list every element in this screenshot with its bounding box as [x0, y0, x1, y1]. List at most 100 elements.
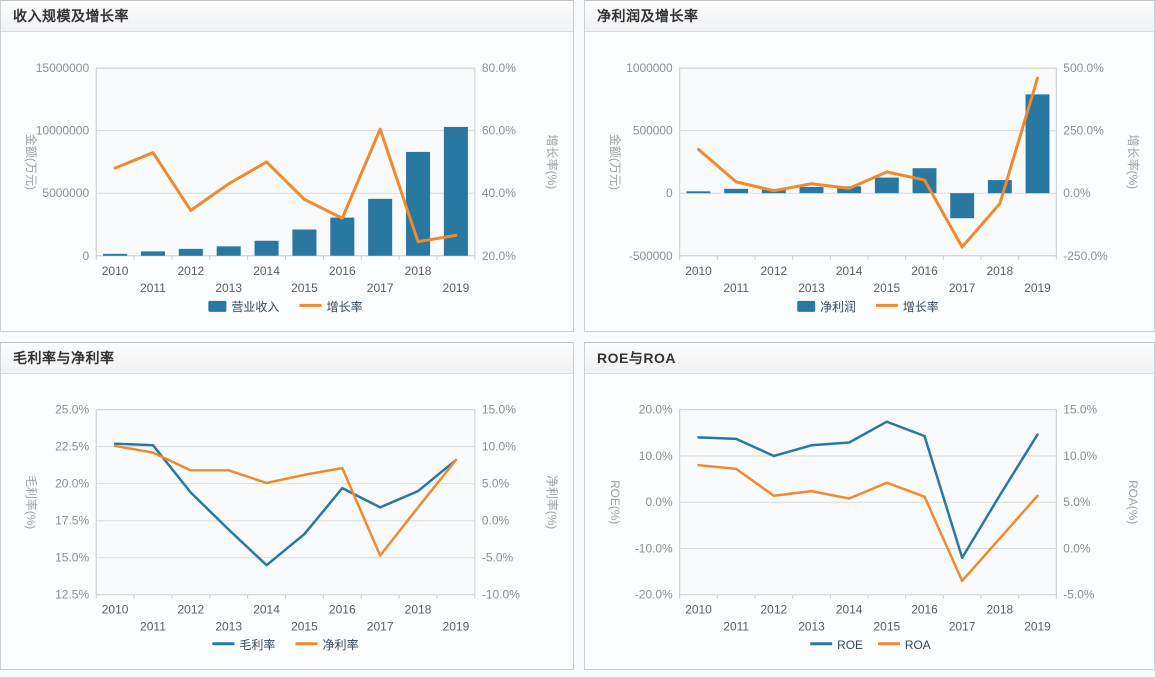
- svg-text:-5.0%: -5.0%: [482, 551, 514, 565]
- svg-text:毛利率(%): 毛利率(%): [24, 475, 39, 529]
- panel-body: 1000000 500000 0 -500000 500.0% 250.0% 0.0% -25…: [585, 32, 1154, 331]
- svg-text:2015: 2015: [291, 281, 318, 295]
- svg-text:20.0%: 20.0%: [639, 403, 673, 417]
- svg-text:250.0%: 250.0%: [1063, 124, 1104, 138]
- svg-text:5.0%: 5.0%: [482, 477, 510, 491]
- svg-text:0.0%: 0.0%: [645, 495, 673, 509]
- svg-text:ROA: ROA: [905, 638, 931, 652]
- svg-text:2013: 2013: [215, 619, 242, 633]
- svg-text:2010: 2010: [102, 603, 129, 617]
- svg-text:2014: 2014: [253, 603, 280, 617]
- svg-text:营业收入: 营业收入: [231, 300, 279, 314]
- panel-body: 25.0% 22.5% 20.0% 17.5% 15.0% 12.5% 15.0% 10.0%…: [1, 374, 573, 669]
- svg-text:5000000: 5000000: [42, 186, 89, 200]
- svg-text:-10.0%: -10.0%: [482, 588, 520, 602]
- svg-text:ROE(%): ROE(%): [608, 480, 622, 524]
- panel-header: 收入规模及增长率: [1, 1, 573, 32]
- svg-text:15.0%: 15.0%: [1063, 403, 1097, 417]
- svg-text:金额(万元): 金额(万元): [24, 134, 39, 190]
- svg-text:2017: 2017: [367, 619, 394, 633]
- svg-text:-5.0%: -5.0%: [1063, 588, 1095, 602]
- svg-text:40.0%: 40.0%: [482, 186, 516, 200]
- svg-text:2017: 2017: [367, 281, 394, 295]
- svg-text:净利率(%): 净利率(%): [545, 475, 560, 529]
- svg-text:2015: 2015: [291, 619, 318, 633]
- svg-text:2012: 2012: [761, 603, 788, 617]
- svg-text:2011: 2011: [723, 281, 749, 295]
- svg-text:20.0%: 20.0%: [482, 249, 516, 263]
- svg-text:2015: 2015: [874, 619, 901, 633]
- svg-text:2019: 2019: [1024, 281, 1051, 295]
- netprofit-growth-chart: 1000000 500000 0 -500000 500.0% 250.0% 0.0% -25…: [608, 61, 1141, 314]
- svg-text:500.0%: 500.0%: [1063, 61, 1104, 75]
- panel-title-revenue-growth: 收入规模及增长率: [13, 8, 129, 24]
- svg-text:10.0%: 10.0%: [1063, 449, 1097, 463]
- panel-margin: 毛利率与净利率 25.0% 22.5% 20.0% 17.5% 15.0% 12.5% 15…: [0, 342, 574, 670]
- svg-text:60.0%: 60.0%: [482, 124, 516, 138]
- svg-text:2016: 2016: [329, 603, 356, 617]
- svg-text:0: 0: [82, 249, 89, 263]
- svg-text:2018: 2018: [987, 264, 1014, 278]
- svg-text:15.0%: 15.0%: [482, 403, 516, 417]
- svg-text:2019: 2019: [443, 281, 470, 295]
- svg-text:净利润: 净利润: [820, 300, 856, 314]
- panel-title-roe-roa: ROE与ROA: [597, 350, 676, 366]
- svg-text:2017: 2017: [949, 281, 976, 295]
- panel-roe-roa: ROE与ROA 20.0% 10.0% 0.0% -10.0% -20.0% 15.0% 1…: [584, 342, 1155, 670]
- svg-text:净利率: 净利率: [323, 637, 359, 652]
- panel-body: 15000000 10000000 5000000 0 80.0% 60.0% 40.0% 2…: [1, 32, 573, 331]
- svg-text:2010: 2010: [685, 264, 712, 278]
- revenue-growth-chart: 15000000 10000000 5000000 0 80.0% 60.0% 40.0% 2…: [24, 61, 560, 314]
- svg-text:毛利率: 毛利率: [239, 637, 275, 652]
- svg-text:80.0%: 80.0%: [482, 61, 516, 75]
- panel-header: 毛利率与净利率: [1, 343, 573, 374]
- svg-text:20.0%: 20.0%: [55, 477, 89, 491]
- svg-text:2013: 2013: [798, 281, 825, 295]
- margin-chart: 25.0% 22.5% 20.0% 17.5% 15.0% 12.5% 15.0% 10.0%…: [24, 403, 560, 653]
- svg-text:2019: 2019: [443, 619, 470, 633]
- svg-text:2011: 2011: [723, 619, 749, 633]
- svg-text:12.5%: 12.5%: [55, 588, 89, 602]
- svg-text:5.0%: 5.0%: [1063, 495, 1091, 509]
- svg-text:15000000: 15000000: [36, 61, 90, 75]
- svg-text:ROA(%): ROA(%): [1126, 480, 1140, 524]
- svg-text:10.0%: 10.0%: [482, 440, 516, 454]
- svg-text:2011: 2011: [140, 619, 166, 633]
- panel-body: 20.0% 10.0% 0.0% -10.0% -20.0% 15.0% 10.0% 5.0%…: [585, 374, 1154, 669]
- svg-text:2011: 2011: [140, 281, 166, 295]
- svg-text:0.0%: 0.0%: [482, 514, 510, 528]
- svg-text:增长率: 增长率: [327, 299, 363, 314]
- svg-text:2016: 2016: [911, 603, 938, 617]
- svg-text:2017: 2017: [949, 619, 976, 633]
- svg-text:2012: 2012: [177, 603, 204, 617]
- panel-header: ROE与ROA: [585, 343, 1154, 374]
- svg-text:2014: 2014: [836, 603, 863, 617]
- svg-text:2014: 2014: [836, 264, 863, 278]
- svg-text:2010: 2010: [102, 264, 129, 278]
- svg-text:2010: 2010: [685, 603, 712, 617]
- svg-text:2018: 2018: [405, 264, 432, 278]
- svg-text:10.0%: 10.0%: [639, 449, 673, 463]
- svg-text:10000000: 10000000: [36, 124, 90, 138]
- panel-title-netprofit-growth: 净利润及增长率: [597, 8, 699, 24]
- panel-title-margin: 毛利率与净利率: [13, 350, 115, 366]
- svg-text:2018: 2018: [405, 603, 432, 617]
- svg-text:22.5%: 22.5%: [55, 440, 89, 454]
- panel-revenue-growth: 收入规模及增长率 15000000 10000000 5000000 0 80.0% 60…: [0, 0, 574, 332]
- panel-netprofit-growth: 净利润及增长率 1000000 500000 0 -500000 500.0% 250.0…: [584, 0, 1155, 332]
- svg-text:2014: 2014: [253, 264, 280, 278]
- svg-text:2016: 2016: [911, 264, 938, 278]
- svg-text:-20.0%: -20.0%: [635, 588, 673, 602]
- panel-header: 净利润及增长率: [585, 1, 1154, 32]
- svg-text:ROE: ROE: [837, 638, 863, 652]
- svg-text:-500000: -500000: [629, 249, 673, 263]
- svg-text:2016: 2016: [329, 264, 356, 278]
- svg-text:15.0%: 15.0%: [55, 551, 89, 565]
- svg-text:0.0%: 0.0%: [1063, 541, 1091, 555]
- svg-text:增长率: 增长率: [903, 299, 939, 314]
- svg-text:2019: 2019: [1024, 619, 1051, 633]
- svg-text:2013: 2013: [215, 281, 242, 295]
- svg-text:2013: 2013: [798, 619, 825, 633]
- svg-text:1000000: 1000000: [626, 61, 673, 75]
